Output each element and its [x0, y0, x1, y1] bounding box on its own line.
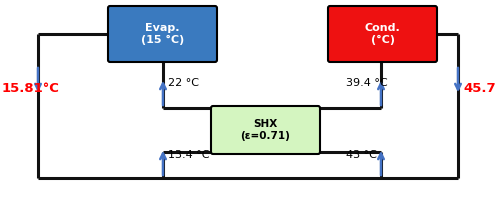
- Text: 13.4 °C: 13.4 °C: [168, 150, 209, 160]
- Text: Cond.
(°C): Cond. (°C): [365, 23, 400, 45]
- Text: 22 °C: 22 °C: [168, 78, 199, 88]
- FancyBboxPatch shape: [328, 6, 437, 62]
- Text: Evap.
(15 °C): Evap. (15 °C): [141, 23, 184, 45]
- Text: 43 °C: 43 °C: [346, 150, 377, 160]
- FancyBboxPatch shape: [108, 6, 217, 62]
- FancyBboxPatch shape: [211, 106, 320, 154]
- Text: 15.81°C: 15.81°C: [2, 82, 60, 94]
- Text: 45.72°C: 45.72°C: [463, 82, 495, 94]
- Text: 39.4 °C: 39.4 °C: [346, 78, 388, 88]
- Text: SHX
(ε=0.71): SHX (ε=0.71): [241, 119, 291, 141]
